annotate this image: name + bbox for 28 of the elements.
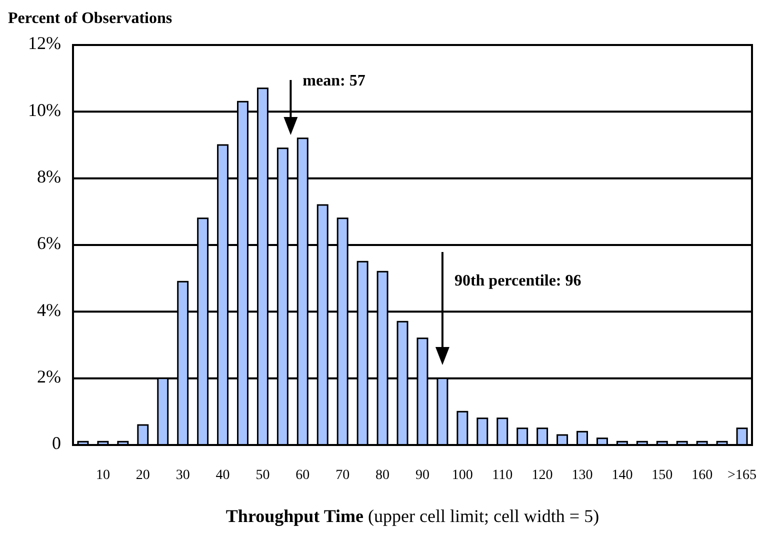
x-tick-label: 10 (96, 468, 110, 483)
annotation: 90th percentile: 96 (454, 272, 582, 290)
y-tick-label: 6% (37, 233, 61, 254)
x-tick-label: 30 (176, 468, 190, 483)
annotation: mean: 57 (302, 72, 366, 90)
x-tick-label: >165 (728, 468, 756, 483)
y-tick-label: 10% (28, 100, 61, 120)
x-tick-label: 140 (612, 468, 633, 483)
y-tick-label: 4% (37, 300, 61, 320)
y-tick-label: 2% (37, 366, 61, 386)
x-tick-label: 40 (216, 468, 230, 483)
y-tick-label: 8% (37, 166, 61, 186)
x-tick-label: 160 (692, 468, 713, 483)
y-axis-title: Percent of Observations (8, 10, 172, 27)
x-tick-label: 60 (296, 468, 310, 483)
x-tick-label: 20 (136, 468, 150, 483)
x-tick-label: 90 (415, 468, 430, 483)
x-tick-label: 120 (532, 468, 553, 483)
x-tick-label: 70 (336, 468, 350, 483)
y-tick-label: 12% (28, 33, 61, 54)
y-tick-label: 0 (52, 433, 61, 454)
x-tick-label: 80 (376, 468, 390, 483)
x-tick-label: 100 (452, 468, 473, 483)
x-tick-label: 110 (492, 468, 513, 483)
x-tick-label: 50 (256, 468, 270, 483)
x-axis-title: Throughput Time (upper cell limit; cell width = 5) (226, 506, 600, 526)
x-tick-label: 150 (652, 468, 673, 483)
x-tick-label: 130 (572, 468, 593, 483)
